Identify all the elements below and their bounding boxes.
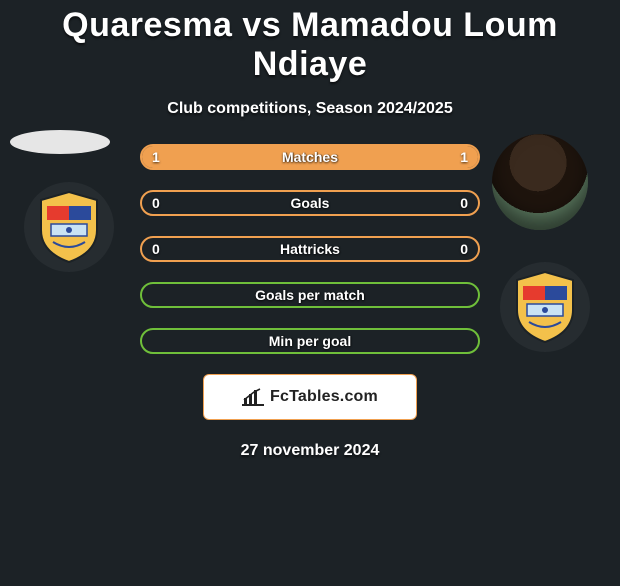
brand-text: FcTables.com — [270, 388, 378, 406]
brand-box: FcTables.com — [203, 374, 417, 420]
stat-row: Hattricks0 0 — [140, 236, 480, 262]
stat-label: Goals — [142, 192, 478, 214]
player-left-avatar — [10, 130, 110, 154]
stat-value-right: 1 — [460, 146, 468, 168]
stat-row: Goals0 0 — [140, 190, 480, 216]
stat-value-right: 0 — [460, 238, 468, 260]
stat-bar: Goals per match — [140, 282, 480, 308]
club-right-badge — [500, 262, 590, 352]
page-title: Quaresma vs Mamadou Loum Ndiaye — [0, 6, 620, 84]
stat-label: Hattricks — [142, 238, 478, 260]
stat-bar: Matches1 1 — [140, 144, 480, 170]
stat-label: Matches — [142, 146, 478, 168]
club-left-badge — [24, 182, 114, 272]
stat-bar: Goals0 0 — [140, 190, 480, 216]
club-right-crest — [513, 270, 577, 344]
stat-row: Matches1 1 — [140, 144, 480, 170]
stat-value-left: 0 — [152, 238, 160, 260]
date-line: 27 november 2024 — [0, 442, 620, 460]
player-right-avatar — [492, 134, 588, 230]
stat-value-left: 1 — [152, 146, 160, 168]
stat-label: Min per goal — [142, 330, 478, 352]
subtitle: Club competitions, Season 2024/2025 — [0, 100, 620, 118]
stat-value-left: 0 — [152, 192, 160, 214]
stat-value-right: 0 — [460, 192, 468, 214]
stat-row: Goals per match — [140, 282, 480, 308]
stat-row: Min per goal — [140, 328, 480, 354]
club-left-crest — [37, 190, 101, 264]
bar-chart-icon — [242, 388, 264, 406]
stat-bar: Min per goal — [140, 328, 480, 354]
stat-label: Goals per match — [142, 284, 478, 306]
stat-bar: Hattricks0 0 — [140, 236, 480, 262]
